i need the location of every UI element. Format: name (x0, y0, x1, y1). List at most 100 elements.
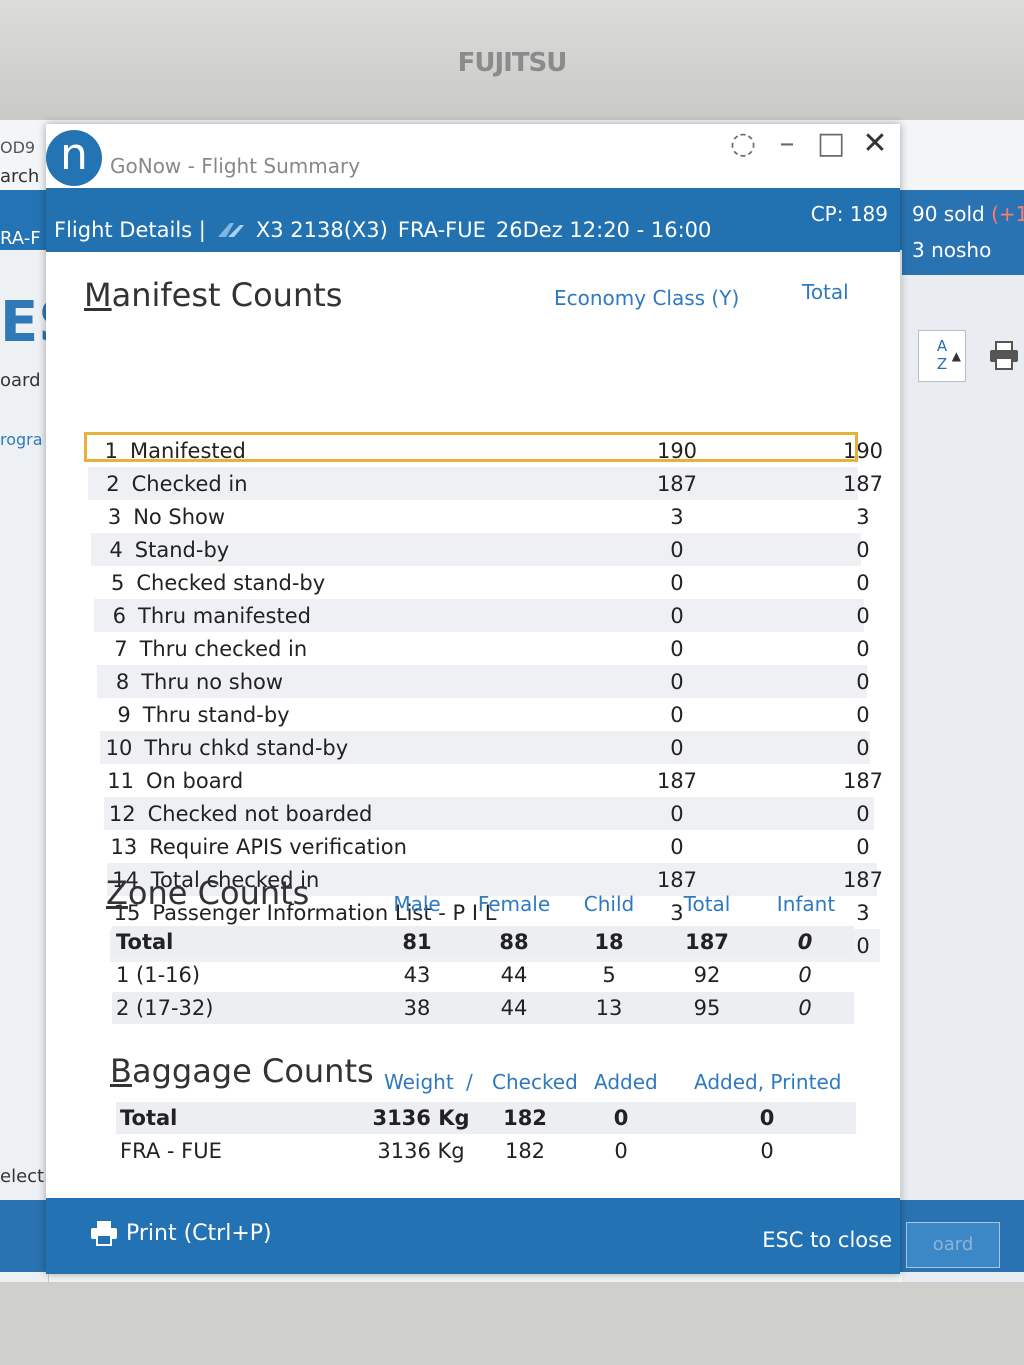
manifest-row[interactable]: 15 Passenger Information List - P I L 3 3 (108, 896, 878, 929)
sold-count-value: 90 sold (912, 202, 985, 226)
economy-count: 0 (670, 537, 684, 562)
manifest-row[interactable]: 6 Thru manifested 0 0 (94, 599, 870, 632)
baggage-checked-value: 182 (503, 1106, 547, 1130)
manifest-row[interactable]: 1 Manifested 190 190 (86, 434, 883, 467)
manifest-row[interactable]: 7 Thru checked in 0 0 (96, 632, 869, 665)
manifest-row-number: 7 (114, 636, 128, 661)
manifest-row-label: Thru checked in (139, 636, 308, 661)
manifest-counts-title: Manifest Counts (84, 276, 342, 314)
esc-close-button[interactable]: ESC to close (762, 1228, 892, 1252)
zone-infant-value: 0 (798, 996, 812, 1020)
zone-row-label: 2 (17-32) (116, 996, 214, 1020)
manifest-row-number: 6 (112, 603, 126, 628)
baggage-printed-value: 0 (759, 1106, 775, 1130)
manifest-row-label: No Show (133, 504, 226, 529)
manifest-row[interactable]: 8 Thru no show 0 0 (97, 665, 870, 698)
print-button[interactable]: Print (Ctrl+P) (90, 1220, 272, 1246)
background-label[interactable]: rogra (0, 430, 43, 449)
zone-female-value: 44 (500, 996, 528, 1020)
manifest-row[interactable]: 5 Checked stand-by 0 0 (92, 566, 870, 599)
economy-count: 0 (670, 636, 684, 661)
manifest-row[interactable]: 10 Thru chkd stand-by 0 0 (100, 731, 871, 764)
total-count: 0 (856, 570, 870, 595)
manifest-row-label: Thru manifested (138, 603, 311, 628)
total-count: 0 (856, 702, 870, 727)
manifest-row-label: Checked stand-by (136, 570, 326, 595)
total-count: 187 (842, 768, 884, 793)
manifest-row[interactable]: 12 Checked not boarded 0 0 (103, 797, 874, 830)
economy-count: 0 (670, 735, 684, 760)
manifest-row[interactable]: 11 On board 187 187 (102, 764, 883, 797)
background-board-button[interactable]: oard (906, 1222, 1000, 1268)
male-header: Male (393, 892, 441, 916)
total-count: 190 (842, 438, 884, 463)
zone-total-value: 92 (693, 963, 721, 987)
economy-count: 0 (670, 669, 684, 694)
window-title: GoNow - Flight Summary (110, 154, 361, 178)
baggage-title-initial: B (110, 1052, 132, 1090)
zone-female-value: 44 (500, 963, 528, 987)
sort-az-button[interactable]: A Z ▲ (918, 330, 966, 382)
total-count: 0 (856, 636, 870, 661)
total-count: 0 (856, 834, 870, 859)
zone-row[interactable]: Total 81 88 18 187 0 (112, 926, 854, 958)
background-label[interactable]: oard (0, 370, 41, 391)
sort-arrow-icon: ▲ (951, 349, 961, 363)
summary-content: Manifest Counts Economy Class (Y) Total … (46, 252, 900, 1202)
app-logo: n (46, 130, 102, 186)
print-button-label: Print (Ctrl+P) (126, 1220, 272, 1246)
manifest-row-number: 11 (107, 768, 134, 793)
zone-infant-value: 0 (798, 963, 812, 987)
manifest-row-number: 12 (108, 801, 136, 826)
background-left-column (0, 250, 49, 1282)
total-count: 3 (856, 900, 870, 925)
sort-a-label: A (936, 337, 948, 355)
economy-count: 0 (670, 801, 684, 826)
close-icon[interactable]: ✕ (862, 126, 888, 161)
selected-row-highlight (84, 432, 858, 462)
zone-row[interactable]: 2 (17-32) 38 44 13 95 0 (112, 992, 854, 1024)
economy-count: 0 (670, 834, 684, 859)
zone-child-value: 5 (602, 963, 616, 987)
manifest-row-label: Stand-by (134, 537, 230, 562)
manifest-row-number: 14 (112, 867, 139, 892)
manifest-row[interactable]: 13 Require APIS verification 0 0 (105, 830, 875, 863)
manifest-row[interactable]: 14 Total checked in 187 187 (106, 863, 883, 896)
female-header: Female (477, 892, 551, 916)
monitor-bezel-top: FUJITSU (0, 0, 1024, 120)
economy-count: 0 (670, 603, 684, 628)
background-label: RA-F (0, 228, 41, 249)
manifest-row[interactable]: 9 Thru stand-by 0 0 (99, 698, 869, 731)
minimize-icon[interactable]: – (779, 126, 795, 161)
sold-count-delta: (+1) (991, 202, 1024, 226)
zone-title-rest: one Counts (127, 874, 310, 912)
manifest-row[interactable]: 3 No Show 3 3 (89, 500, 870, 533)
restore-icon[interactable]: ◌ (729, 126, 757, 161)
zone-male-value: 38 (403, 996, 431, 1020)
manifest-row-number: 9 (117, 702, 131, 727)
dialog-footer: Print (Ctrl+P) ESC to close (46, 1198, 900, 1274)
cp-count: CP: 189 (810, 202, 888, 226)
flight-route: FRA-FUE (397, 218, 486, 242)
zone-female-value: 88 (499, 930, 529, 954)
airline-logo-icon (217, 223, 244, 237)
bag-added-header: Added (594, 1070, 658, 1094)
zone-row[interactable]: 1 (1-16) 43 44 5 92 0 (112, 959, 854, 991)
manifest-row-label: Checked in (131, 471, 248, 496)
maximize-icon[interactable]: □ (816, 126, 846, 161)
economy-count: 3 (670, 504, 684, 529)
background-print-icon[interactable] (986, 336, 1022, 376)
manifest-row[interactable]: 4 Stand-by 0 0 (90, 533, 870, 566)
manifest-row-label: Thru no show (141, 669, 284, 694)
zone-total-value: 187 (685, 930, 729, 954)
sold-count: 90 sold (+1) (912, 202, 1024, 226)
manifest-row[interactable]: 2 Checked in 187 187 (87, 467, 883, 500)
baggage-row[interactable]: FRA - FUE 3136 Kg 182 0 0 (116, 1135, 856, 1167)
zone-total-value: 95 (693, 996, 721, 1020)
manifest-row-number: 5 (111, 570, 125, 595)
zone-male-value: 81 (402, 930, 432, 954)
total-count: 0 (856, 801, 870, 826)
total-count: 0 (856, 603, 870, 628)
baggage-row[interactable]: Total 3136 Kg 182 0 0 (116, 1102, 856, 1134)
manifest-title-rest: anifest Counts (111, 276, 343, 314)
